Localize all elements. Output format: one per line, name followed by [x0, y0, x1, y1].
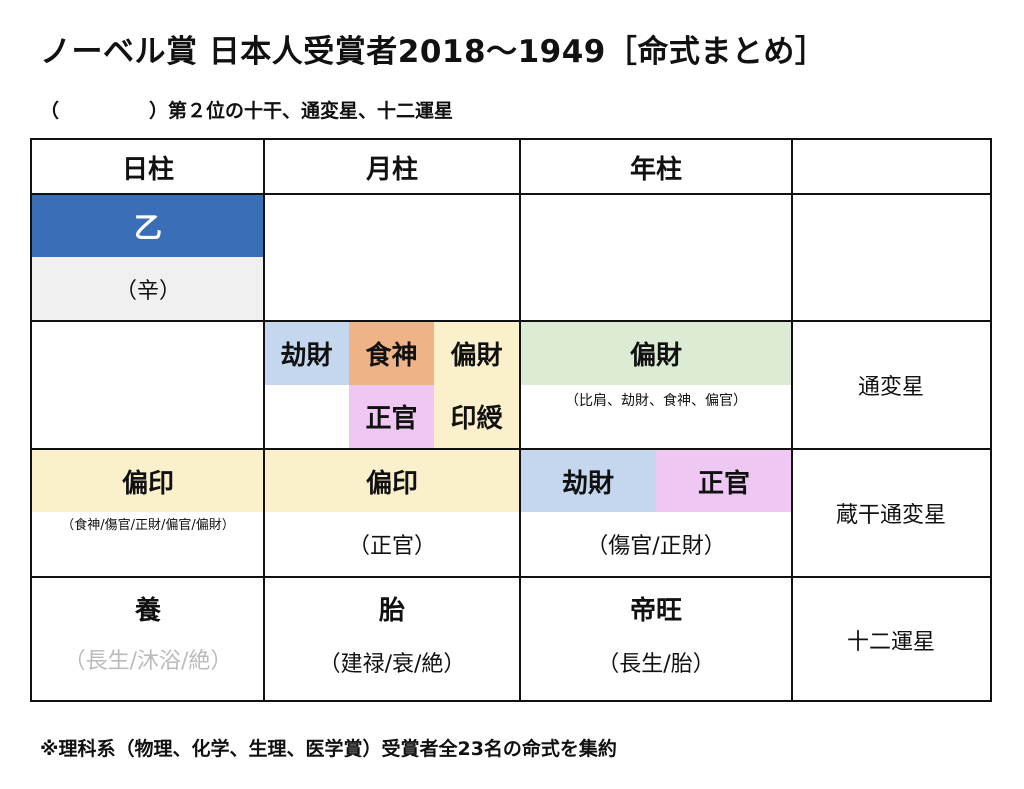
grid-line-right: [990, 138, 992, 702]
zoukan-month-sub-cell: （正官）: [264, 512, 520, 576]
juuni-row-label: 十二運星: [846, 630, 935, 655]
day-stem-cell: 乙: [32, 195, 264, 257]
tsuhen-month-5: 印綬: [434, 385, 519, 448]
tsuhen-month-2: 食神: [349, 322, 434, 385]
tsuhen-year-main-cell: 偏財: [520, 322, 792, 385]
meishiki-table: 乙 （辛） 劫財 食神 偏財 正官 印綬 偏財 （比肩、劫財、食神、偏官） 通変…: [30, 138, 992, 702]
juuni-row-label-cell: 十二運星: [792, 578, 990, 702]
grid-line-top: [30, 138, 992, 140]
subtitle-text: 第２位の十干、通変星、十二運星: [168, 100, 454, 122]
zoukan-month-main-cell: 偏印: [264, 450, 520, 512]
header-month-label: 月柱: [365, 154, 418, 185]
juuni-month-main: 胎: [378, 595, 405, 626]
juuni-day-sub-cell: （長生/沐浴/絶）: [32, 638, 264, 680]
juuni-day-sub: （長生/沐浴/絶）: [63, 649, 233, 674]
day-stem-main: 乙: [133, 211, 162, 244]
zoukan-day-main-cell: 偏印: [32, 450, 264, 512]
zoukan-day-sub-cell: （食神/傷官/正財/偏官/偏財）: [32, 512, 264, 534]
zoukan-year-left: 劫財: [561, 468, 614, 499]
zoukan-year-sub-cell: （傷官/正財）: [520, 512, 792, 576]
grid-line-row2: [30, 448, 992, 450]
page-title: ノーベル賞 日本人受賞者2018〜1949［命式まとめ］: [40, 34, 827, 70]
zoukan-day-sub: （食神/傷官/正財/偏官/偏財）: [61, 517, 235, 533]
juuni-month-main-cell: 胎: [264, 578, 520, 638]
subtitle-paren-close: ）: [149, 100, 169, 122]
subtitle-paren-open: （: [40, 100, 60, 122]
tsuhen-month-4: 正官: [349, 385, 434, 448]
zoukan-row-label-cell: 蔵干通変星: [792, 450, 990, 576]
header-month: 月柱: [264, 140, 520, 194]
grid-line-left: [30, 138, 32, 702]
juuni-year-sub-cell: （長生/胎）: [520, 638, 792, 686]
tsuhen-month-2-label: 食神: [365, 341, 418, 371]
tsuhen-month-1: 劫財: [264, 322, 349, 385]
zoukan-year-sub: （傷官/正財）: [586, 534, 726, 559]
subtitle: （ ）第２位の十干、通変星、十二運星: [40, 96, 453, 123]
juuni-day-main: 養: [134, 595, 161, 626]
zoukan-month-main: 偏印: [365, 468, 418, 499]
zoukan-day-main: 偏印: [121, 468, 174, 499]
header-day-label: 日柱: [121, 154, 174, 185]
grid-line-bottom: [30, 700, 992, 702]
grid-line-col2: [519, 138, 521, 702]
juuni-day-main-cell: 養: [32, 578, 264, 638]
zoukan-year-right: 正官: [697, 468, 750, 499]
day-stem-hidden-cell: （辛）: [32, 257, 264, 321]
zoukan-month-sub: （正官）: [347, 534, 436, 559]
grid-line-row3: [30, 576, 992, 578]
tsuhen-month-4-label: 正官: [365, 404, 418, 434]
header-day: 日柱: [32, 140, 264, 194]
day-stem-hidden: （辛）: [114, 279, 181, 304]
grid-line-header: [30, 193, 992, 195]
tsuhen-month-3: 偏財: [434, 322, 519, 385]
footnote: ※理科系（物理、化学、生理、医学賞）受賞者全23名の命式を集約: [40, 738, 617, 760]
juuni-year-main-cell: 帝旺: [520, 578, 792, 638]
tsuhen-month-3-label: 偏財: [450, 341, 503, 371]
tsuhen-month-1-label: 劫財: [280, 341, 333, 371]
tsuhen-year-sub-cell: （比肩、劫財、食神、偏官）: [520, 385, 792, 415]
juuni-year-main: 帝旺: [629, 595, 682, 626]
grid-line-row1: [30, 320, 992, 322]
zoukan-row-label: 蔵干通変星: [835, 503, 946, 528]
juuni-year-sub: （長生/胎）: [597, 652, 715, 677]
tsuhen-year-main: 偏財: [629, 341, 682, 371]
zoukan-year-right-cell: 正官: [656, 450, 792, 512]
header-year: 年柱: [520, 140, 792, 194]
tsuhen-row-label-cell: 通変星: [792, 322, 990, 448]
header-year-label: 年柱: [629, 154, 682, 185]
tsuhen-month-5-label: 印綬: [450, 404, 503, 434]
grid-line-col1: [263, 138, 265, 702]
juuni-month-sub: （建禄/衰/絶）: [318, 652, 466, 677]
grid-line-col3: [791, 138, 793, 702]
zoukan-year-left-cell: 劫財: [520, 450, 656, 512]
tsuhen-year-sub: （比肩、劫財、食神、偏官）: [565, 393, 747, 409]
juuni-month-sub-cell: （建禄/衰/絶）: [264, 638, 520, 686]
tsuhen-row-label: 通変星: [857, 375, 924, 400]
